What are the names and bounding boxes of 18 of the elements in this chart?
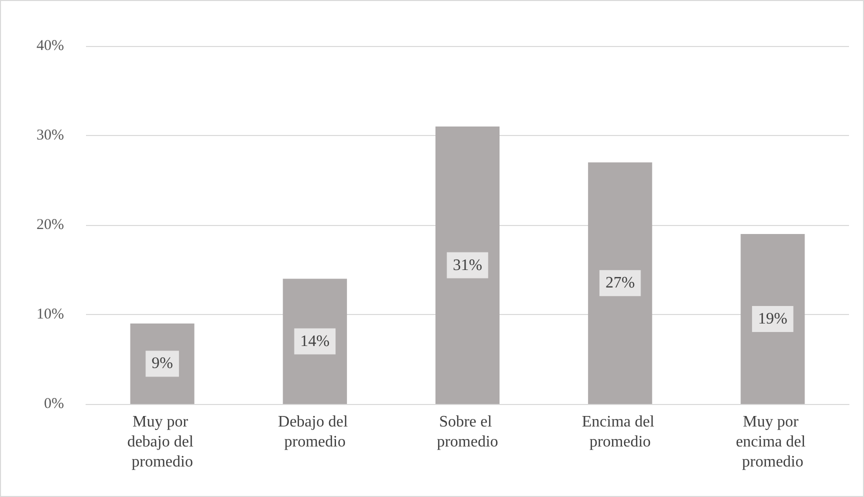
data-label: 19% [758,310,788,328]
y-tick-label: 30% [36,128,64,144]
data-label: 31% [452,256,482,274]
bar [588,162,652,404]
y-tick-label: 20% [36,217,64,233]
data-label: 9% [152,355,173,372]
y-tick-label: 40% [36,38,64,54]
bar [435,126,500,404]
y-tick-label: 10% [36,306,64,322]
data-label: 14% [300,332,330,350]
x-tick-label: Debajo del promedio [278,414,352,450]
y-tick-label: 0% [44,396,64,412]
x-tick-label: Muy por encima del promedio [736,414,810,470]
x-tick-label: Encima del promedio [582,414,658,450]
data-label: 27% [605,274,635,292]
x-tick-label: Muy por debajo del promedio [127,414,198,470]
x-tick-label: Sobre el promedio [436,414,498,450]
bar [740,234,805,404]
